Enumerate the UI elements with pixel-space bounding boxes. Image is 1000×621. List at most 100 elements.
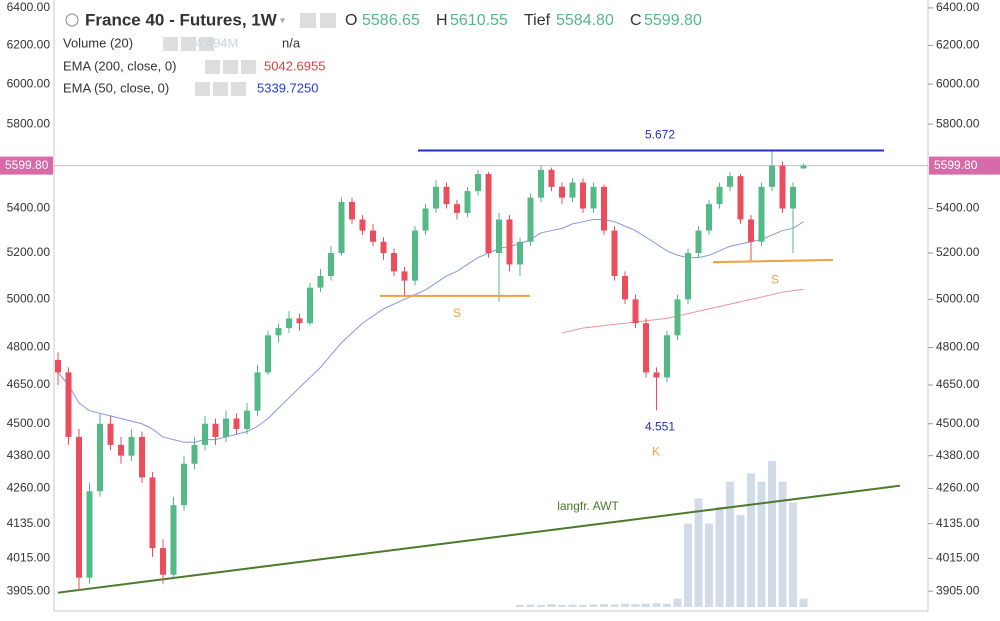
candle-body [391, 253, 397, 272]
ohlc-h: 5610.55 [450, 12, 508, 29]
low-label: 4.551 [645, 420, 675, 434]
y-tick-label: 3905.00 [7, 583, 51, 597]
indicator-button[interactable] [195, 82, 210, 96]
y-tick-label: 4800.00 [936, 340, 980, 354]
low-tag: K [652, 445, 660, 459]
volume-bar [673, 598, 682, 607]
y-tick-label: 5400.00 [7, 201, 51, 215]
indicator-button[interactable] [163, 37, 178, 51]
indicator-button[interactable] [241, 60, 256, 74]
symbol-caret: ▾ [280, 16, 285, 27]
volume-bar [684, 523, 692, 607]
y-tick-label: 3905.00 [936, 583, 980, 597]
y-tick-label: 4500.00 [936, 416, 980, 430]
support-label: S [771, 272, 779, 286]
candle-body [769, 165, 775, 187]
y-tick-label: 6400.00 [936, 0, 980, 14]
y-tick-label: 5200.00 [936, 245, 980, 259]
indicator-button[interactable] [199, 37, 214, 51]
volume-bar [516, 604, 524, 607]
candle-body [611, 230, 618, 276]
candle-body [65, 372, 72, 437]
ohlc-l: 5584.80 [556, 12, 614, 29]
volume-bar [726, 481, 734, 607]
indicator-button[interactable] [231, 82, 246, 96]
trendline [57, 484, 901, 594]
y-tick-label: 4380.00 [7, 448, 51, 462]
candle-body [160, 548, 166, 575]
header-button[interactable] [320, 13, 336, 28]
candle-body [506, 219, 513, 265]
last-price-label: 5599.80 [5, 158, 49, 172]
candle-body [401, 271, 408, 281]
last-price-box [929, 156, 1000, 175]
candle-body [527, 197, 534, 242]
candle-body [286, 318, 292, 329]
y-tick-label: 6200.00 [936, 38, 980, 52]
ema-200-line [561, 288, 804, 334]
candle-body [695, 230, 702, 254]
candle-body [674, 299, 681, 336]
candle-body [464, 191, 471, 213]
candle-body [758, 186, 765, 242]
indicator-button[interactable] [205, 60, 220, 74]
candle-body [307, 287, 313, 324]
candle-body [800, 165, 807, 169]
y-tick-label: 4135.00 [7, 516, 51, 530]
indicator-name[interactable]: EMA (50, close, 0) [63, 80, 169, 95]
candle-body [328, 253, 334, 276]
y-tick-label: 6000.00 [7, 76, 51, 90]
y-tick-label: 4015.00 [936, 551, 980, 565]
candle-body [76, 436, 82, 578]
candle-body [370, 230, 376, 242]
indicator-name[interactable]: EMA (200, close, 0) [63, 58, 176, 73]
y-tick-label: 4500.00 [7, 416, 51, 430]
volume-bar [778, 481, 787, 607]
candle-body [317, 275, 324, 288]
candle-body [653, 372, 660, 378]
candle-body [275, 328, 282, 336]
candle-body [202, 423, 208, 445]
volume-bar [547, 604, 556, 607]
y-tick-label: 6000.00 [936, 76, 980, 90]
volume-bar [537, 604, 545, 607]
candle-body [191, 444, 198, 464]
y-tick-label: 5400.00 [936, 201, 980, 215]
candle-body [149, 477, 156, 549]
volume-bar [589, 604, 598, 607]
support-label: S [453, 306, 461, 320]
y-tick-label: 4800.00 [7, 340, 51, 354]
candle-body [559, 186, 565, 198]
candle-body [254, 372, 261, 411]
indicator-button[interactable] [223, 60, 238, 74]
candle-body [727, 176, 733, 187]
y-tick-label: 6400.00 [7, 0, 51, 14]
indicator-extra: n/a [282, 35, 301, 50]
candle-body [622, 275, 628, 300]
indicator-button[interactable] [213, 82, 228, 96]
candle-body [706, 204, 712, 231]
indicator-name[interactable]: Volume (20) [63, 35, 133, 50]
ohlc-l-label: Tief [524, 12, 551, 29]
y-tick-label: 4260.00 [936, 481, 980, 495]
indicator-button[interactable] [181, 37, 196, 51]
candle-body [580, 182, 586, 209]
symbol-title[interactable]: France 40 - Futures, 1W [85, 10, 278, 29]
volume-bar [799, 598, 808, 607]
last-price-label: 5599.80 [934, 158, 978, 172]
volume-bar [621, 603, 629, 607]
header-button[interactable] [300, 13, 316, 28]
candle-body [779, 165, 786, 209]
support-line [712, 258, 834, 264]
ohlc-c: 5599.80 [644, 12, 702, 29]
candle-body [244, 410, 250, 430]
candle-body [443, 186, 450, 205]
indicator-value: 4.494M [195, 35, 238, 50]
trendline-label: langfr. AWT [557, 499, 619, 513]
candle-body [548, 169, 555, 187]
y-tick-label: 5000.00 [936, 292, 980, 306]
volume-bar [631, 604, 640, 607]
candle-body [128, 436, 135, 456]
y-tick-label: 6200.00 [7, 38, 51, 52]
candle-body [97, 423, 103, 492]
